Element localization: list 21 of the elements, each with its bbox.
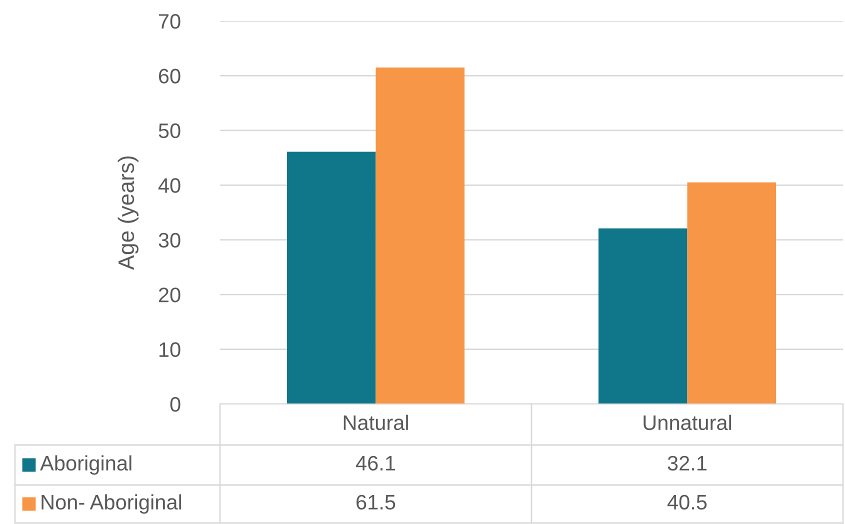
x-tick-label: Unnatural [644,414,732,430]
y-tick-label: 30 [158,232,180,248]
y-tick-label: 60 [159,68,180,84]
legend-label: Non- Aboriginal [42,494,182,514]
y-tick-label: 70 [159,14,180,29]
data-label: 61.5 [356,494,396,510]
data-label: 46.1 [356,456,396,471]
bar [286,152,376,404]
y-tick-label: 40 [158,178,180,193]
y-tick-label: 20 [158,288,180,302]
bar [687,182,776,404]
y-tick-label: 50 [158,123,180,138]
y-tick-label: 10 [160,342,180,358]
y-axis-title: Age (years) [118,156,138,270]
data-label: 32.1 [668,456,707,471]
y-tick-label: 0 [170,397,180,412]
bar [376,68,465,404]
x-tick-label: Natural [344,414,408,430]
data-label: 40.5 [667,494,707,510]
bar [598,228,688,404]
legend-label: Aboriginal [40,455,132,475]
